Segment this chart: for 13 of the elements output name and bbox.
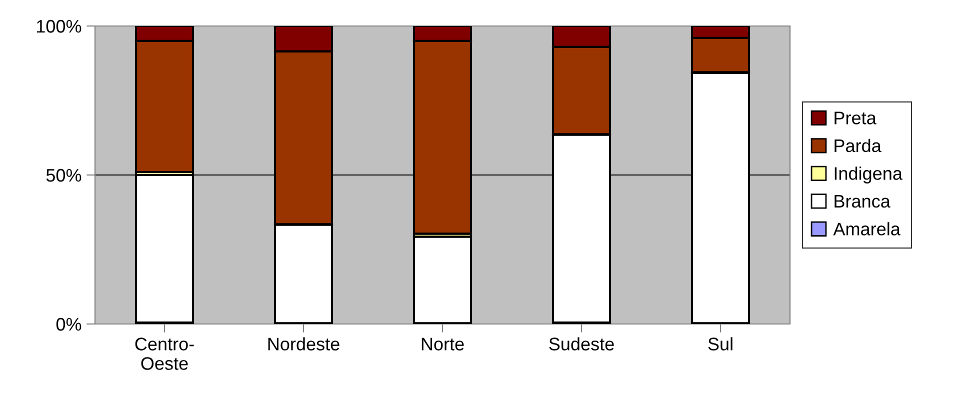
x-tick-label: Sul bbox=[708, 337, 732, 350]
legend-label: Amarela bbox=[833, 222, 900, 236]
x-tick-label: Sudeste bbox=[549, 337, 614, 350]
y-tick-label: 0% bbox=[56, 318, 82, 331]
x-tick-label: Norte bbox=[422, 338, 464, 350]
y-tick-label: 50% bbox=[46, 168, 82, 182]
legend-label: Parda bbox=[834, 138, 882, 152]
x-tick-label: Nordeste bbox=[268, 337, 340, 350]
y-tick-label: 100% bbox=[37, 20, 82, 33]
x-tick-label: Centro- Oeste bbox=[135, 338, 194, 370]
legend-label: Preta bbox=[834, 112, 876, 124]
legend-label: Branca bbox=[834, 195, 890, 208]
legend-label: Indigena bbox=[834, 166, 902, 184]
